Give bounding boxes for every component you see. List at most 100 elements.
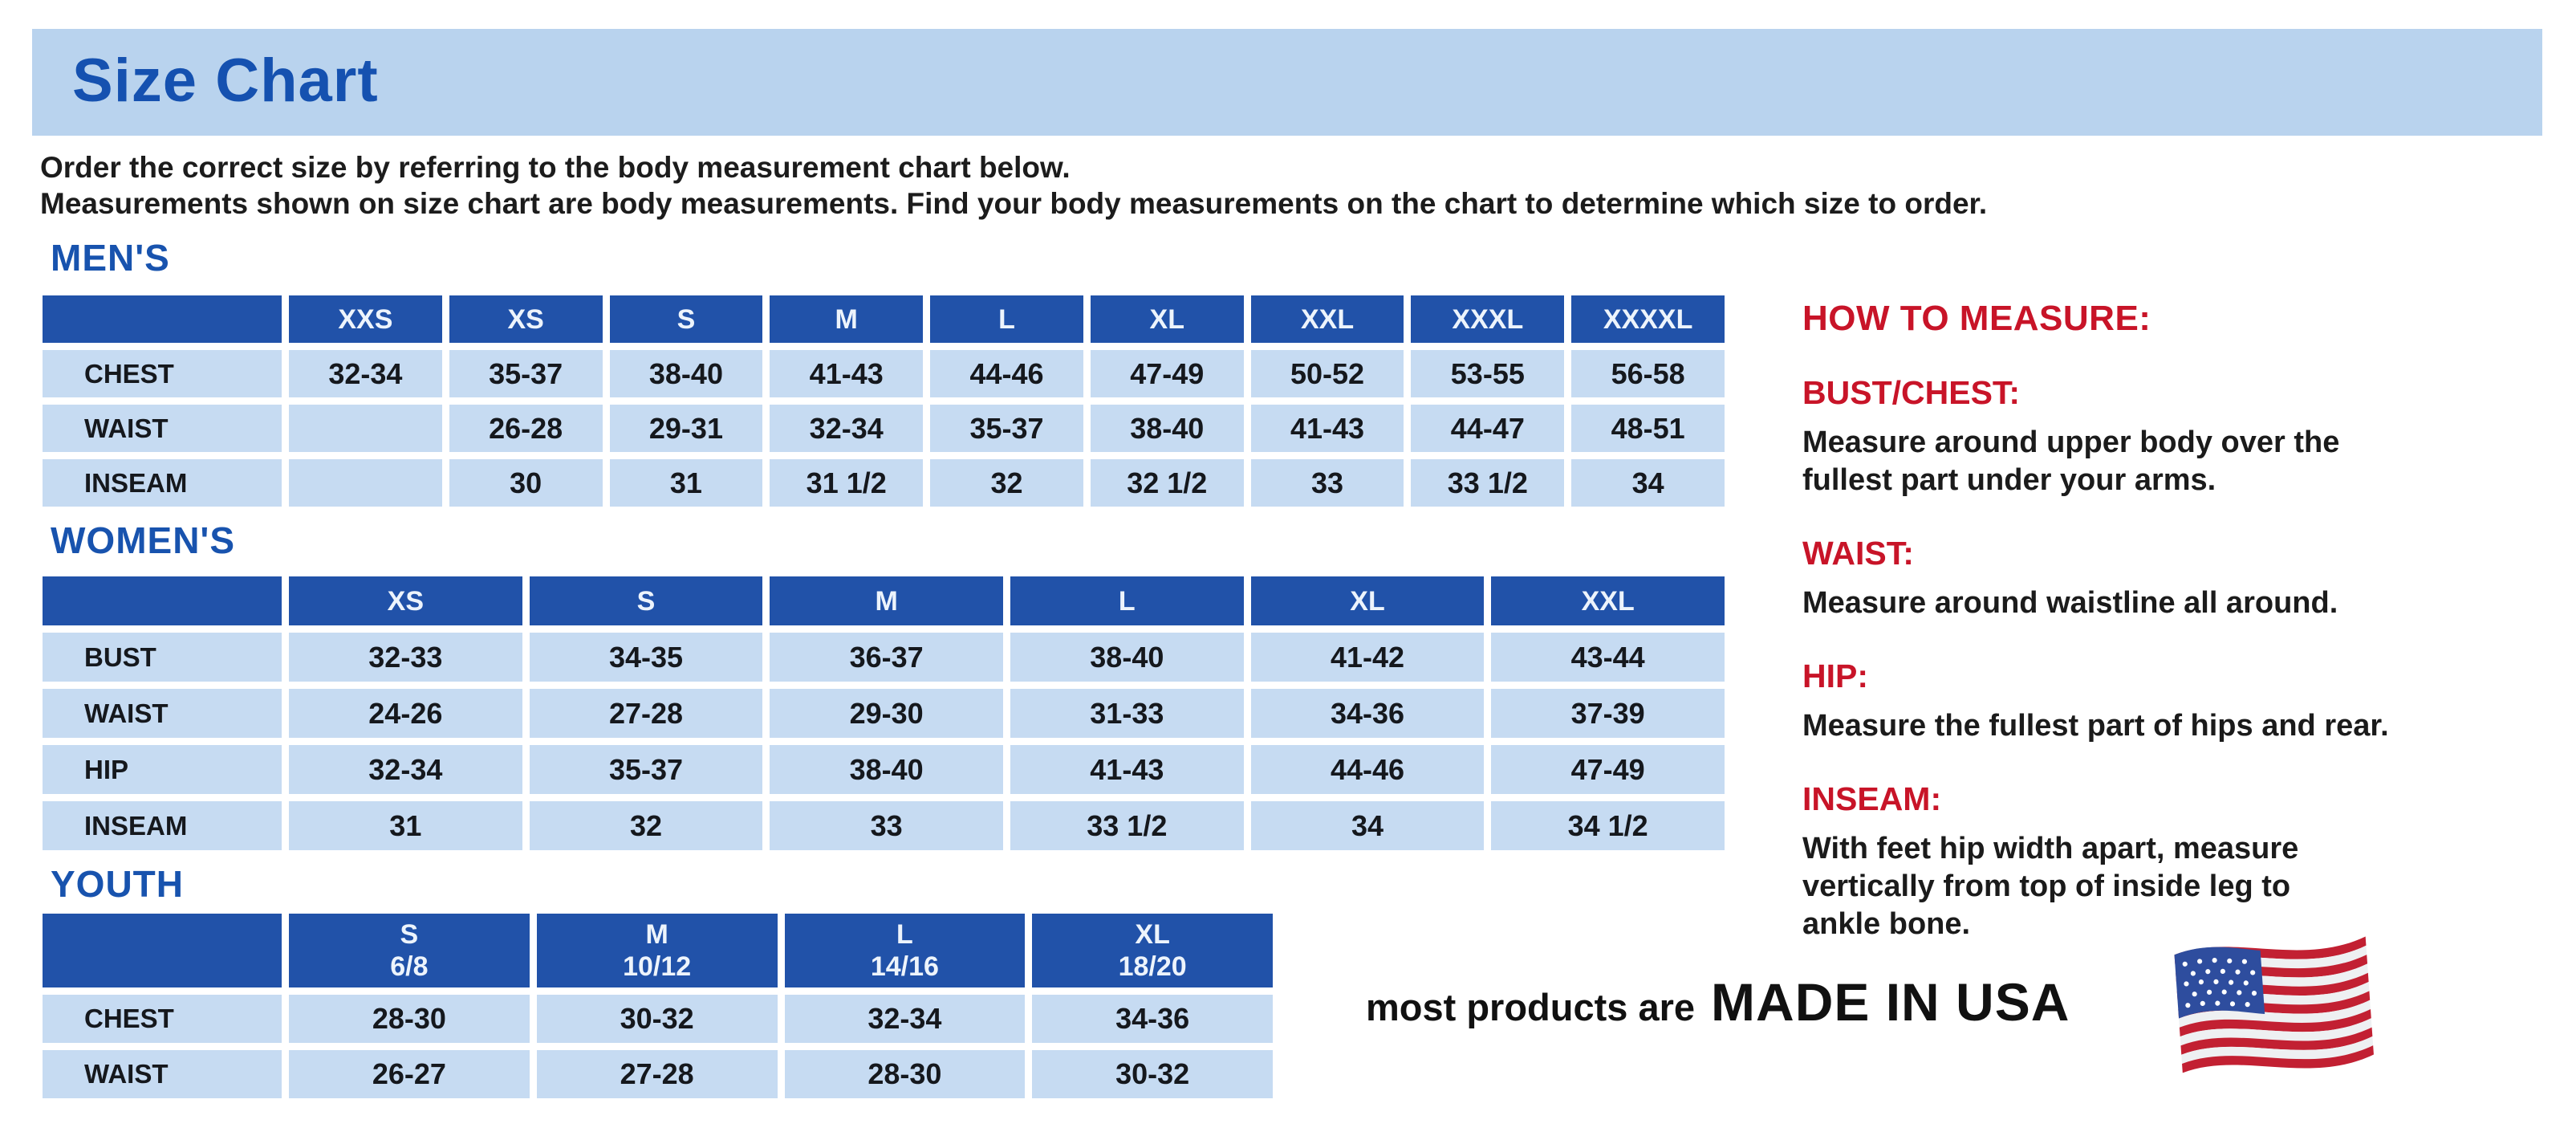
youth-column-header: XL 18/20 <box>1032 914 1273 987</box>
measure-item-text: Measure around waistline all around. <box>1802 586 2338 620</box>
womens-column-header: XS <box>289 576 522 625</box>
size-value-cell: 27-28 <box>536 1050 778 1098</box>
size-value-cell: 30-32 <box>536 995 778 1043</box>
womens-header-corner <box>43 576 282 625</box>
womens-column-header: M <box>770 576 1003 625</box>
youth-header-corner <box>43 914 282 987</box>
womens-section-heading: WOMEN'S <box>51 519 236 561</box>
size-value-cell: 35-37 <box>529 745 763 794</box>
size-value-cell: 38-40 <box>609 350 763 397</box>
intro-line-2: Measurements shown on size chart are bod… <box>40 187 1988 220</box>
size-value-cell: 31 <box>609 459 763 507</box>
size-value-cell <box>289 459 442 507</box>
womens-row-label: INSEAM <box>43 801 282 850</box>
measure-item-label: WAIST: <box>1802 535 1914 572</box>
size-value-cell: 47-49 <box>1090 350 1244 397</box>
size-value-cell: 31 <box>289 801 522 850</box>
size-value-cell: 26-28 <box>449 405 603 452</box>
youth-section-heading: YOUTH <box>51 863 184 905</box>
mens-column-header: XXXXL <box>1571 295 1725 343</box>
youth-row-label: WAIST <box>43 1050 282 1098</box>
mens-size-table: XXS XS S M L XL XXL XXXL XXXXL CHEST 32-… <box>43 295 1725 507</box>
size-value-cell: 44-47 <box>1411 405 1565 452</box>
measure-item-label: INSEAM: <box>1802 780 1942 817</box>
size-value-cell: 32 <box>529 801 763 850</box>
size-value-cell: 29-31 <box>609 405 763 452</box>
mens-column-header: L <box>930 295 1083 343</box>
size-value-cell: 28-30 <box>784 1050 1026 1098</box>
size-value-cell: 34 <box>1571 459 1725 507</box>
size-value-cell: 34-35 <box>529 633 763 682</box>
size-value-cell: 24-26 <box>289 689 522 738</box>
mens-column-header: S <box>609 295 763 343</box>
mens-column-header: XXL <box>1250 295 1404 343</box>
size-value-cell: 56-58 <box>1571 350 1725 397</box>
size-value-cell: 32-33 <box>289 633 522 682</box>
size-value-cell: 43-44 <box>1491 633 1725 682</box>
size-value-cell: 33 <box>1250 459 1404 507</box>
size-value-cell: 34 1/2 <box>1491 801 1725 850</box>
size-value-cell: 34 <box>1250 801 1485 850</box>
youth-column-header: L 14/16 <box>784 914 1026 987</box>
mens-column-header: XXS <box>289 295 442 343</box>
size-value-cell: 38-40 <box>770 745 1003 794</box>
measure-item-text: With feet hip width apart, measure verti… <box>1802 832 2299 941</box>
measure-item-text: Measure the fullest part of hips and rea… <box>1802 709 2389 743</box>
mens-row-label: CHEST <box>43 350 282 397</box>
size-value-cell: 34-36 <box>1032 995 1273 1043</box>
size-value-cell: 26-27 <box>289 1050 530 1098</box>
size-value-cell: 34-36 <box>1250 689 1485 738</box>
mens-column-header: M <box>770 295 924 343</box>
page-title: Size Chart <box>72 47 379 115</box>
size-value-cell: 32-34 <box>289 745 522 794</box>
size-value-cell: 35-37 <box>449 350 603 397</box>
size-value-cell: 32-34 <box>784 995 1026 1043</box>
size-value-cell: 30 <box>449 459 603 507</box>
size-value-cell: 33 <box>770 801 1003 850</box>
womens-row-label: HIP <box>43 745 282 794</box>
title-banner: Size Chart <box>32 29 2542 136</box>
womens-column-header: XXL <box>1491 576 1725 625</box>
womens-column-header: L <box>1010 576 1244 625</box>
size-value-cell: 38-40 <box>1090 405 1244 452</box>
youth-row-label: CHEST <box>43 995 282 1043</box>
size-value-cell: 50-52 <box>1250 350 1404 397</box>
intro-line-1: Order the correct size by referring to t… <box>40 151 1071 184</box>
size-value-cell: 29-30 <box>770 689 1003 738</box>
size-value-cell <box>289 405 442 452</box>
womens-column-header: XL <box>1250 576 1485 625</box>
youth-column-header: M 10/12 <box>536 914 778 987</box>
mens-header-corner <box>43 295 282 343</box>
size-value-cell: 41-43 <box>770 350 924 397</box>
size-value-cell: 30-32 <box>1032 1050 1273 1098</box>
size-value-cell: 31 1/2 <box>770 459 924 507</box>
size-value-cell: 36-37 <box>770 633 1003 682</box>
youth-column-header: S 6/8 <box>289 914 530 987</box>
made-in-usa-text: MADE IN USA <box>1711 972 2070 1032</box>
size-value-cell: 33 1/2 <box>1411 459 1565 507</box>
youth-size-table: S 6/8 M 10/12 L 14/16 XL 18/20 CHEST 28-… <box>43 914 1273 1098</box>
mens-row-label: WAIST <box>43 405 282 452</box>
size-value-cell: 27-28 <box>529 689 763 738</box>
size-value-cell: 48-51 <box>1571 405 1725 452</box>
size-value-cell: 41-43 <box>1010 745 1244 794</box>
size-value-cell: 31-33 <box>1010 689 1244 738</box>
size-value-cell: 44-46 <box>1250 745 1485 794</box>
size-value-cell: 32 <box>930 459 1083 507</box>
how-to-measure-section: HOW TO MEASURE: BUST/CHEST: Measure arou… <box>1802 299 2565 943</box>
mens-column-header: XS <box>449 295 603 343</box>
made-in-usa-prefix: most products are <box>1366 986 1696 1028</box>
size-value-cell: 41-43 <box>1250 405 1404 452</box>
mens-row-label: INSEAM <box>43 459 282 507</box>
intro-text: Order the correct size by referring to t… <box>40 149 1987 222</box>
size-value-cell: 47-49 <box>1491 745 1725 794</box>
mens-column-header: XL <box>1090 295 1244 343</box>
made-in-usa-line: most products are MADE IN USA <box>1366 971 2070 1032</box>
us-flag-icon <box>2167 923 2382 1092</box>
mens-column-header: XXXL <box>1411 295 1565 343</box>
womens-row-label: WAIST <box>43 689 282 738</box>
measure-item-label: HIP: <box>1802 658 1868 694</box>
size-value-cell: 32-34 <box>289 350 442 397</box>
measure-item-label: BUST/CHEST: <box>1802 374 2021 411</box>
